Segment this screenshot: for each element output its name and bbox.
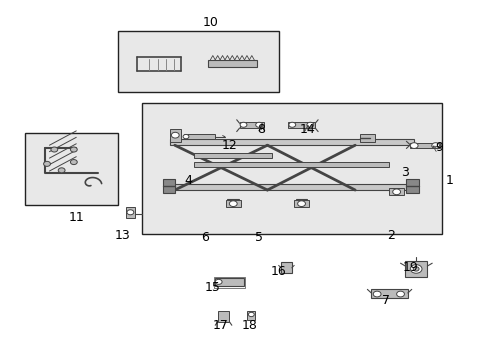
Bar xyxy=(239,122,264,128)
Text: 15: 15 xyxy=(204,281,220,294)
Text: 16: 16 xyxy=(270,265,286,278)
Circle shape xyxy=(306,122,313,127)
Circle shape xyxy=(396,291,404,297)
Bar xyxy=(281,262,291,273)
Bar xyxy=(118,31,278,92)
Circle shape xyxy=(229,201,237,207)
Circle shape xyxy=(240,122,246,127)
Bar xyxy=(183,134,215,139)
Text: 11: 11 xyxy=(68,211,84,224)
Bar xyxy=(194,162,388,167)
Bar xyxy=(388,188,403,195)
Bar xyxy=(25,134,118,205)
Bar xyxy=(142,103,441,234)
Circle shape xyxy=(171,132,179,138)
Text: 14: 14 xyxy=(300,123,315,136)
Bar xyxy=(225,200,240,207)
Circle shape xyxy=(70,147,77,152)
Bar xyxy=(288,122,315,128)
Circle shape xyxy=(409,143,417,148)
Text: 7: 7 xyxy=(381,294,389,307)
Bar xyxy=(370,289,407,298)
Bar xyxy=(214,277,245,288)
Circle shape xyxy=(288,122,295,127)
Text: 4: 4 xyxy=(184,174,192,186)
Bar xyxy=(217,311,229,321)
Text: 5: 5 xyxy=(255,231,263,244)
Circle shape xyxy=(51,147,58,152)
Bar xyxy=(359,134,374,141)
Text: 3: 3 xyxy=(401,166,408,179)
Text: 8: 8 xyxy=(257,123,265,136)
Bar xyxy=(247,311,255,320)
Circle shape xyxy=(372,291,380,297)
Circle shape xyxy=(58,168,65,173)
Text: 12: 12 xyxy=(222,139,237,152)
Circle shape xyxy=(248,312,254,317)
Text: 1: 1 xyxy=(445,174,452,186)
Circle shape xyxy=(255,122,262,127)
Text: 13: 13 xyxy=(115,229,130,242)
Bar xyxy=(162,179,174,193)
Circle shape xyxy=(183,134,188,139)
Text: 18: 18 xyxy=(241,319,257,332)
Circle shape xyxy=(409,265,421,273)
Text: 10: 10 xyxy=(202,16,218,29)
Text: 19: 19 xyxy=(402,261,417,274)
Circle shape xyxy=(70,159,77,165)
Bar xyxy=(215,278,244,286)
Circle shape xyxy=(431,143,439,148)
Circle shape xyxy=(412,267,418,271)
Bar xyxy=(194,153,272,158)
Text: 9: 9 xyxy=(435,141,443,154)
Text: 6: 6 xyxy=(201,231,209,244)
Text: 2: 2 xyxy=(386,229,394,242)
Bar xyxy=(409,143,439,148)
Circle shape xyxy=(392,189,400,195)
Bar xyxy=(169,139,413,145)
Bar xyxy=(169,129,180,141)
Circle shape xyxy=(215,279,222,284)
Bar xyxy=(294,200,308,207)
Text: 17: 17 xyxy=(212,319,227,332)
Circle shape xyxy=(297,201,305,207)
Bar xyxy=(405,261,427,277)
Bar xyxy=(406,179,418,193)
Circle shape xyxy=(127,210,134,215)
Circle shape xyxy=(43,161,50,166)
Bar xyxy=(169,184,413,190)
Bar xyxy=(125,207,135,218)
Bar xyxy=(207,60,256,67)
